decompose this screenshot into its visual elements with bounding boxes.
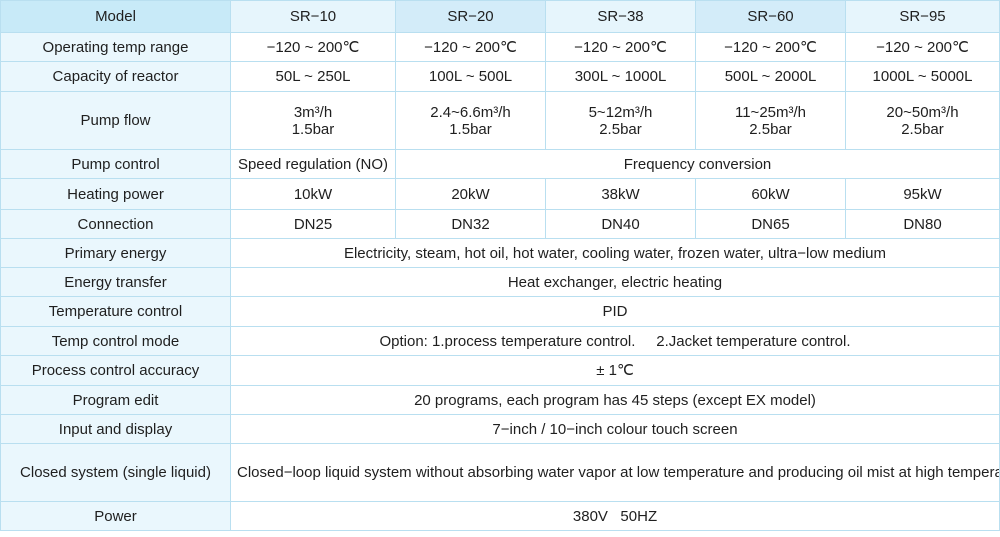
row-label-operating-temp: Operating temp range: [0, 32, 231, 62]
row-label-capacity: Capacity of reactor: [0, 61, 231, 92]
column-header-model: Model: [0, 0, 231, 33]
table-cell-merged: Closed−loop liquid system without absorb…: [230, 443, 1000, 502]
table-cell-merged: Electricity, steam, hot oil, hot water, …: [230, 238, 1000, 268]
table-cell: DN65: [695, 209, 846, 239]
table-cell: 1000L ~ 5000L: [845, 61, 1000, 92]
table-row-operating-temp: Operating temp range −120 ~ 200℃ −120 ~ …: [0, 32, 1000, 62]
row-label-temp-control-mode: Temp control mode: [0, 326, 231, 356]
table-cell: 10kW: [230, 178, 396, 210]
column-header-sr38: SR−38: [545, 0, 696, 33]
column-header-sr95: SR−95: [845, 0, 1000, 33]
table-cell: −120 ~ 200℃: [695, 32, 846, 62]
table-cell: 38kW: [545, 178, 696, 210]
pressure-value: 2.5bar: [749, 120, 792, 138]
table-cell-merged: Heat exchanger, electric heating: [230, 267, 1000, 297]
table-cell: −120 ~ 200℃: [230, 32, 396, 62]
table-row-temp-control-mode: Temp control mode Option: 1.process temp…: [0, 326, 1000, 356]
flow-value: 20~50m³/h: [886, 103, 959, 121]
table-row-input-display: Input and display 7−inch / 10−inch colou…: [0, 414, 1000, 444]
table-row-heating-power: Heating power 10kW 20kW 38kW 60kW 95kW: [0, 178, 1000, 210]
table-cell-merged: PID: [230, 296, 1000, 327]
table-row-program-edit: Program edit 20 programs, each program h…: [0, 385, 1000, 415]
table-cell: DN40: [545, 209, 696, 239]
table-cell: 50L ~ 250L: [230, 61, 396, 92]
table-row-temperature-control: Temperature control PID: [0, 296, 1000, 327]
flow-value: 11~25m³/h: [734, 103, 806, 121]
pressure-value: 1.5bar: [291, 120, 335, 138]
row-label-heating-power: Heating power: [0, 178, 231, 210]
pressure-value: 2.5bar: [901, 120, 944, 138]
table-cell: −120 ~ 200℃: [845, 32, 1000, 62]
table-row-capacity: Capacity of reactor 50L ~ 250L 100L ~ 50…: [0, 61, 1000, 92]
table-cell: 100L ~ 500L: [395, 61, 546, 92]
flow-value: 2.4~6.6m³/h: [430, 103, 511, 121]
table-row-process-accuracy: Process control accuracy ± 1℃: [0, 355, 1000, 386]
row-label-closed-system: Closed system (single liquid): [0, 443, 231, 502]
table-cell-merged: 380V 50HZ: [230, 501, 1000, 531]
row-label-energy-transfer: Energy transfer: [0, 267, 231, 297]
row-label-connection: Connection: [0, 209, 231, 239]
table-cell: 95kW: [845, 178, 1000, 210]
table-cell: 11~25m³/h 2.5bar: [695, 91, 846, 150]
table-cell-merged: 7−inch / 10−inch colour touch screen: [230, 414, 1000, 444]
table-row-connection: Connection DN25 DN32 DN40 DN65 DN80: [0, 209, 1000, 239]
table-cell: 5~12m³/h 2.5bar: [545, 91, 696, 150]
table-cell: DN25: [230, 209, 396, 239]
column-header-sr20: SR−20: [395, 0, 546, 33]
row-label-pump-flow: Pump flow: [0, 91, 231, 150]
table-row-pump-control: Pump control Speed regulation (NO) Frequ…: [0, 149, 1000, 179]
table-cell: 500L ~ 2000L: [695, 61, 846, 92]
table-cell: 20~50m³/h 2.5bar: [845, 91, 1000, 150]
table-cell: −120 ~ 200℃: [545, 32, 696, 62]
table-row-pump-flow: Pump flow 3m³/h 1.5bar 2.4~6.6m³/h 1.5ba…: [0, 91, 1000, 150]
table-cell: DN80: [845, 209, 1000, 239]
table-cell: 3m³/h 1.5bar: [230, 91, 396, 150]
table-cell-merged: Option: 1.process temperature control. 2…: [230, 326, 1000, 356]
table-row-energy-transfer: Energy transfer Heat exchanger, electric…: [0, 267, 1000, 297]
table-cell: 60kW: [695, 178, 846, 210]
table-cell-merged: ± 1℃: [230, 355, 1000, 386]
row-label-pump-control: Pump control: [0, 149, 231, 179]
table-row-closed-system: Closed system (single liquid) Closed−loo…: [0, 443, 1000, 502]
table-cell-merged: Frequency conversion: [395, 149, 1000, 179]
table-cell: 2.4~6.6m³/h 1.5bar: [395, 91, 546, 150]
table-cell-merged: 20 programs, each program has 45 steps (…: [230, 385, 1000, 415]
row-label-process-accuracy: Process control accuracy: [0, 355, 231, 386]
row-label-temperature-control: Temperature control: [0, 296, 231, 327]
row-label-program-edit: Program edit: [0, 385, 231, 415]
pressure-value: 1.5bar: [449, 120, 492, 138]
table-row-primary-energy: Primary energy Electricity, steam, hot o…: [0, 238, 1000, 268]
table-row-power: Power 380V 50HZ: [0, 501, 1000, 531]
table-cell: −120 ~ 200℃: [395, 32, 546, 62]
pressure-value: 2.5bar: [599, 120, 642, 138]
table-cell: 300L ~ 1000L: [545, 61, 696, 92]
row-label-power: Power: [0, 501, 231, 531]
table-cell: 20kW: [395, 178, 546, 210]
table-cell: DN32: [395, 209, 546, 239]
flow-value: 3m³/h: [293, 103, 333, 121]
column-header-sr60: SR−60: [695, 0, 846, 33]
column-header-sr10: SR−10: [230, 0, 396, 33]
row-label-input-display: Input and display: [0, 414, 231, 444]
row-label-primary-energy: Primary energy: [0, 238, 231, 268]
table-row-header: Model SR−10 SR−20 SR−38 SR−60 SR−95: [0, 0, 1000, 33]
table-cell: Speed regulation (NO): [230, 149, 396, 179]
flow-value: 5~12m³/h: [588, 103, 653, 121]
